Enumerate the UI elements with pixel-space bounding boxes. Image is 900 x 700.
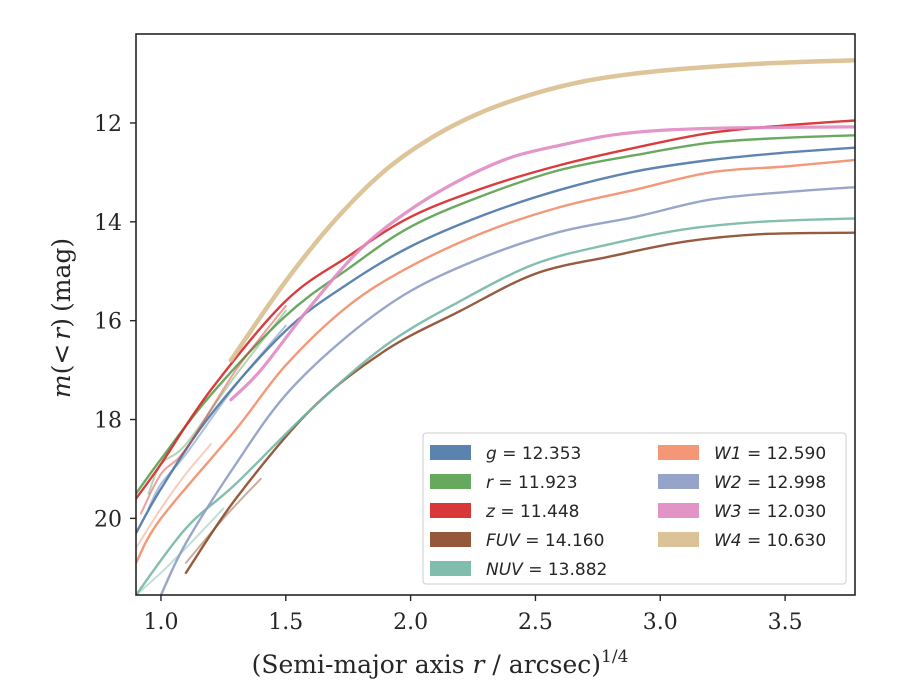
series-w2-line bbox=[159, 186, 855, 595]
y-tick-label: 20 bbox=[94, 507, 122, 532]
y-tick-label: 18 bbox=[94, 409, 122, 434]
tick-layer: 1.0 1.5 2.0 2.5 3.0 3.5 12 14 16 18 20 bbox=[94, 112, 803, 635]
series-fuv-faint-line bbox=[184, 477, 262, 564]
legend-item-fuv: FUV = 14.160 bbox=[430, 531, 604, 551]
x-tick-label: 1.0 bbox=[143, 610, 178, 635]
legend-swatch-w4 bbox=[658, 532, 699, 547]
y-axis-label: m(<r)(mag) bbox=[47, 238, 76, 398]
legend-swatch-z bbox=[430, 503, 471, 518]
legend-swatch-w3 bbox=[658, 503, 699, 518]
series-g-faint-line bbox=[147, 324, 287, 510]
y-tick-label: 12 bbox=[94, 112, 122, 137]
plot-frame bbox=[135, 33, 856, 596]
series-fuv-line bbox=[184, 231, 855, 574]
series-w3-line bbox=[229, 125, 855, 402]
series-w1-faint-line bbox=[136, 443, 212, 549]
series-lines bbox=[136, 57, 855, 595]
series-w1-line bbox=[136, 158, 855, 565]
legend-item-r: r = 11.923 bbox=[430, 473, 578, 493]
legend-label-r: r = 11.923 bbox=[486, 473, 578, 493]
legend-label-fuv: FUV = 14.160 bbox=[486, 531, 604, 551]
legend-item-w1: W1 = 12.590 bbox=[658, 444, 826, 464]
x-tick-label: 2.0 bbox=[393, 610, 428, 635]
x-tick-label: 2.5 bbox=[518, 610, 553, 635]
legend-swatch-nuv bbox=[430, 561, 471, 576]
legend-swatch-fuv bbox=[430, 532, 471, 547]
legend-label-z: z = 11.448 bbox=[485, 502, 579, 522]
x-tick-label: 3.5 bbox=[768, 610, 803, 635]
series-nuv-faint-line bbox=[136, 507, 225, 595]
series-g-line bbox=[136, 146, 855, 535]
series-r-line bbox=[136, 134, 855, 495]
x-tick-label: 3.0 bbox=[643, 610, 678, 635]
legend-swatch-g bbox=[430, 445, 471, 460]
legend-item-z: z = 11.448 bbox=[430, 502, 579, 522]
series-nuv-line bbox=[136, 217, 855, 595]
legend-label-nuv: NUV = 13.882 bbox=[486, 560, 607, 580]
series-z-faint-line bbox=[140, 304, 287, 515]
legend-label-w4: W4 = 10.630 bbox=[714, 531, 826, 551]
y-tick-label: 16 bbox=[94, 310, 122, 335]
legend-item-g: g = 12.353 bbox=[430, 444, 581, 464]
legend-item-w2: W2 = 12.998 bbox=[658, 473, 826, 493]
legend-label-w3: W3 = 12.030 bbox=[714, 502, 826, 522]
legend-swatch-w2 bbox=[658, 474, 699, 489]
legend: g = 12.353 r = 11.923 z = 11.448 FUV = 14.1… bbox=[422, 432, 847, 585]
legend-item-nuv: NUV = 13.882 bbox=[430, 560, 607, 580]
legend-label-g: g = 12.353 bbox=[486, 444, 581, 464]
legend-frame bbox=[422, 432, 847, 585]
series-z-line bbox=[136, 119, 855, 500]
legend-item-w4: W4 = 10.630 bbox=[658, 531, 826, 551]
series-w4-line bbox=[228, 57, 855, 363]
legend-label-w1: W1 = 12.590 bbox=[714, 444, 826, 464]
legend-item-w3: W3 = 12.030 bbox=[658, 502, 826, 522]
legend-label-w2: W2 = 12.998 bbox=[714, 473, 826, 493]
y-tick-label: 14 bbox=[94, 211, 122, 236]
x-axis-label: (Semi-major axis r / arcsec)1/4 bbox=[252, 647, 629, 679]
legend-swatch-r bbox=[430, 474, 471, 489]
x-tick-label: 1.5 bbox=[268, 610, 303, 635]
legend-swatch-w1 bbox=[658, 445, 699, 460]
